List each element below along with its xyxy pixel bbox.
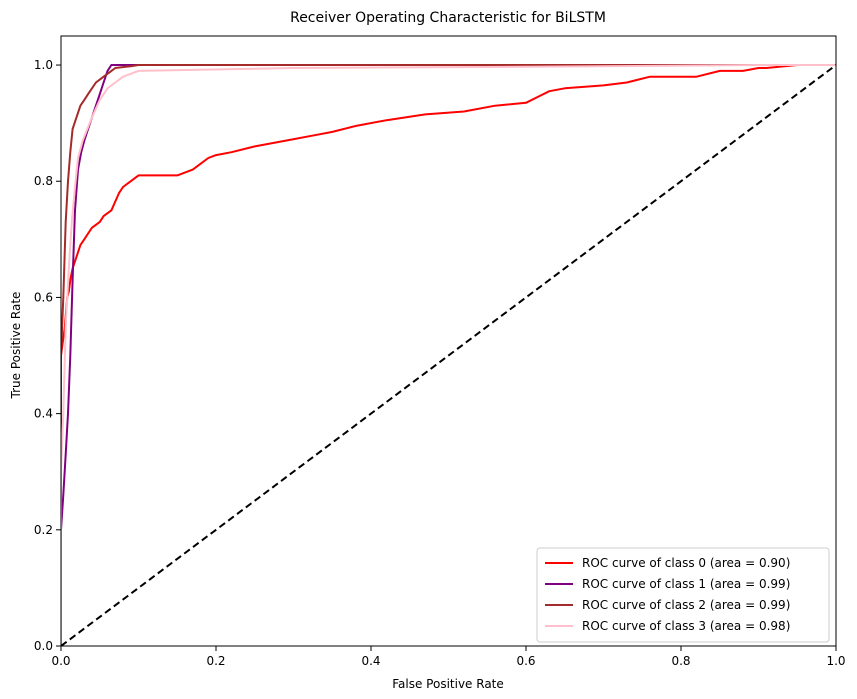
y-tick-label: 0.8	[34, 174, 53, 188]
chart-title: Receiver Operating Characteristic for Bi…	[290, 10, 606, 26]
y-tick-label: 0.6	[34, 290, 53, 304]
diagonal-reference-line	[61, 64, 836, 646]
x-tick-label: 0.0	[51, 654, 70, 668]
x-axis-label: False Positive Rate	[392, 677, 504, 691]
plot-frame	[60, 35, 837, 647]
series-lines	[61, 64, 836, 646]
series-line-class-3	[61, 64, 836, 646]
y-tick-label: 0.2	[34, 523, 53, 537]
x-tick-label: 0.2	[206, 654, 225, 668]
y-tick-label: 1.0	[34, 58, 53, 72]
legend: ROC curve of class 0 (area = 0.90) ROC cu…	[536, 547, 830, 643]
legend-box	[536, 547, 830, 643]
series-line-class-0	[61, 64, 836, 646]
y-tick-label: 0.0	[34, 639, 53, 653]
x-tick-label: 1.0	[826, 654, 845, 668]
y-axis-label: True Positive Rate	[9, 292, 23, 400]
series-line-class-2	[61, 64, 836, 646]
legend-label-class-2: ROC curve of class 2 (area = 0.99)	[582, 598, 790, 612]
x-tick-label: 0.4	[361, 654, 380, 668]
series-line-class-1	[61, 64, 836, 646]
axis-ticks: 0.0 0.2 0.4 0.6 0.8 1.0 0.0 0.2 0.4 0.6 0.8 1.0	[34, 58, 846, 668]
plot-area	[60, 35, 837, 647]
x-tick-label: 0.8	[671, 654, 690, 668]
legend-label-class-1: ROC curve of class 1 (area = 0.99)	[582, 577, 790, 591]
x-tick-label: 0.6	[516, 654, 535, 668]
legend-label-class-0: ROC curve of class 0 (area = 0.90)	[582, 556, 790, 570]
legend-label-class-3: ROC curve of class 3 (area = 0.98)	[582, 619, 790, 633]
y-tick-label: 0.4	[34, 407, 53, 421]
